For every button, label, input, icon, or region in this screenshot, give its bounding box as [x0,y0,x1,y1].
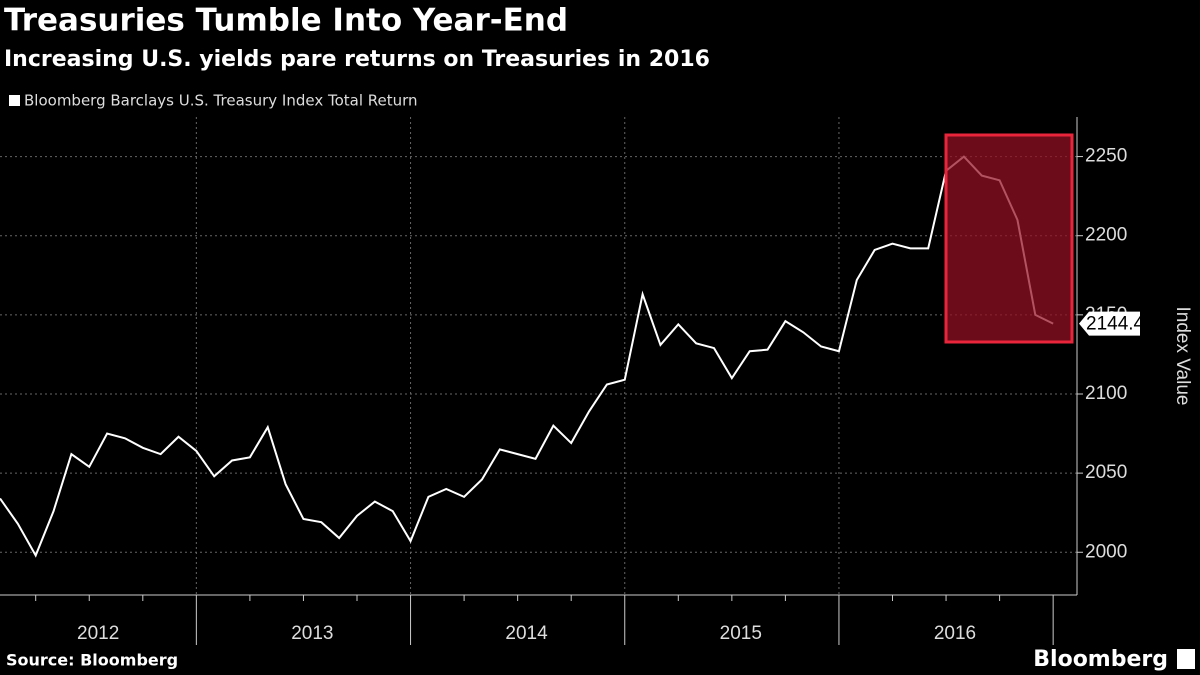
line-series [0,155,1054,558]
y-tick-label: 2100 [1085,383,1127,404]
x-tick-label: 2013 [291,623,333,644]
last-value-box [1079,311,1140,336]
source: Source: Bloomberg [6,651,178,670]
brand-logo [1177,649,1195,669]
chart-subtitle: Increasing U.S. yields pare returns on T… [4,47,710,72]
x-tick-label: 2012 [77,623,119,644]
y-tick-label: 2200 [1085,225,1127,246]
y-tick-label: 2000 [1085,541,1127,562]
y-tick-label: 2050 [1085,462,1127,483]
y-axis-label: Index Value [1172,307,1193,406]
brand: Bloomberg [1033,647,1168,672]
x-tick-label: 2015 [720,623,762,644]
chart-title: Treasuries Tumble Into Year-End [4,3,568,39]
y-tick-label: 2250 [1085,146,1127,167]
legend-swatch [9,95,20,106]
last-value-label: 2144.43 [1086,314,1155,335]
x-tick-label: 2014 [505,623,548,644]
highlight-box [944,133,1074,344]
x-tick-label: 2016 [934,623,976,644]
legend-label: Bloomberg Barclays U.S. Treasury Index T… [24,92,418,110]
